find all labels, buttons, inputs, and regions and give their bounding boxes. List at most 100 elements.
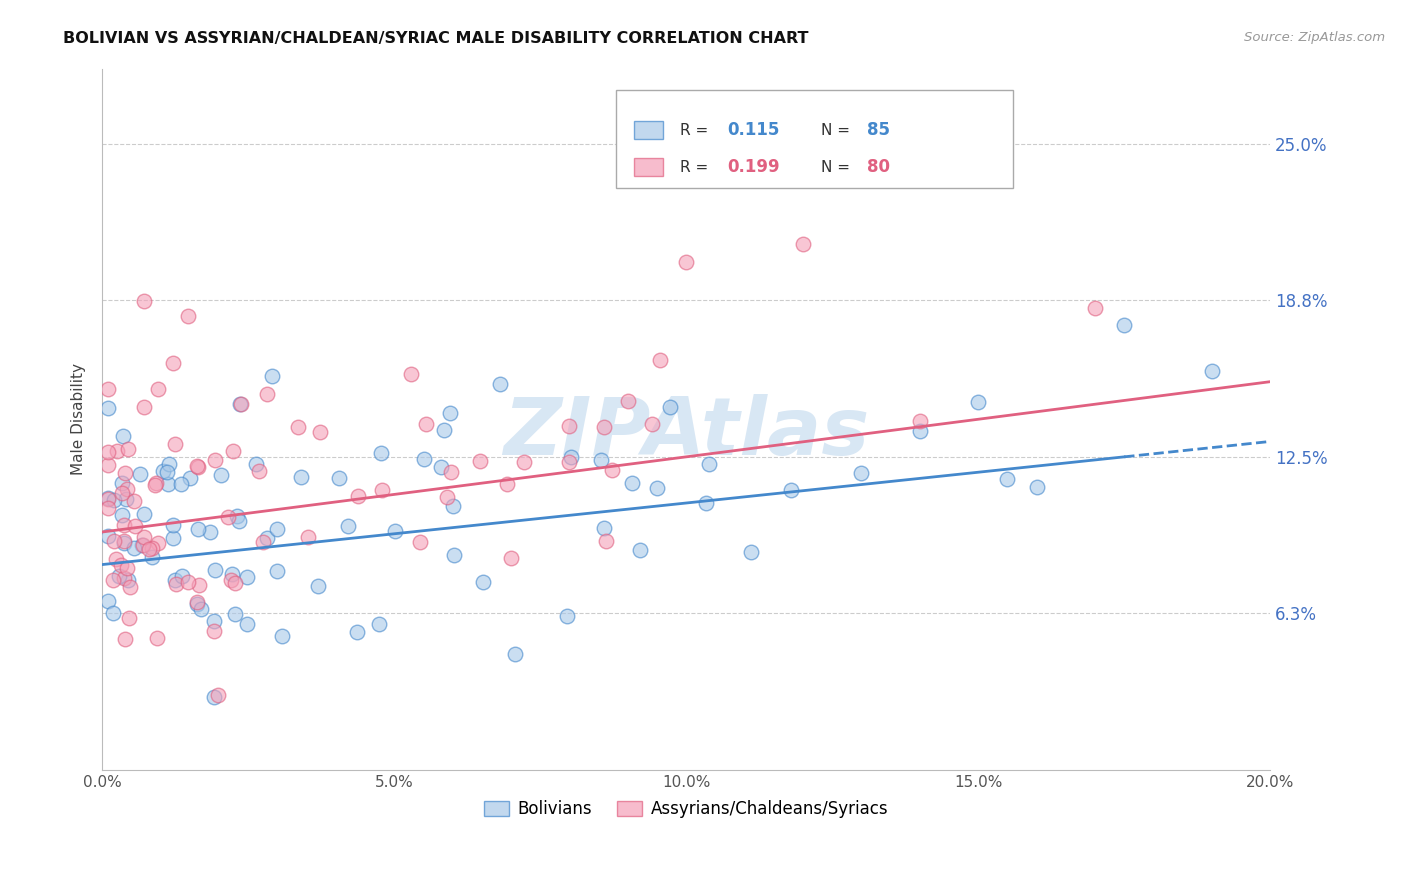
Point xyxy=(105,552,128,566)
Point xyxy=(179,471,201,485)
Point xyxy=(103,534,125,549)
Point xyxy=(328,471,350,485)
Point xyxy=(226,509,249,524)
Text: ZIPAtlas: ZIPAtlas xyxy=(503,394,869,472)
Point xyxy=(270,629,292,643)
Point xyxy=(287,420,309,434)
Point xyxy=(628,543,651,558)
Point xyxy=(593,420,616,434)
Point xyxy=(157,476,180,491)
Point xyxy=(110,558,132,573)
Point xyxy=(472,575,495,590)
Text: 80: 80 xyxy=(868,159,890,177)
Point xyxy=(97,458,120,472)
Point xyxy=(224,576,246,591)
Point xyxy=(108,568,131,582)
Point xyxy=(204,563,226,577)
Point xyxy=(591,453,613,467)
Point xyxy=(132,538,155,552)
Point xyxy=(202,614,225,628)
Point xyxy=(260,368,283,383)
Legend: Bolivians, Assyrians/Chaldeans/Syriacs: Bolivians, Assyrians/Chaldeans/Syriacs xyxy=(478,794,894,825)
Point xyxy=(443,548,465,562)
Point xyxy=(266,564,288,578)
Point xyxy=(600,463,623,477)
Point xyxy=(415,417,437,431)
Point xyxy=(513,455,536,469)
Point xyxy=(138,542,160,557)
Point xyxy=(851,466,873,480)
Point xyxy=(114,632,136,646)
Point xyxy=(124,518,146,533)
Point xyxy=(110,508,132,522)
Point xyxy=(200,524,222,539)
Point xyxy=(187,459,209,474)
Point xyxy=(111,429,134,443)
Point xyxy=(256,531,278,545)
FancyBboxPatch shape xyxy=(634,158,662,176)
Text: 0.115: 0.115 xyxy=(727,121,779,139)
Point xyxy=(621,475,644,490)
Point xyxy=(617,394,640,409)
Point xyxy=(1114,318,1136,333)
Point xyxy=(118,580,141,594)
Point xyxy=(97,501,120,516)
Point xyxy=(141,549,163,564)
Point xyxy=(122,541,145,555)
Point xyxy=(141,541,163,555)
Point xyxy=(252,535,274,549)
Point xyxy=(209,467,232,482)
Point xyxy=(595,534,617,549)
Point xyxy=(103,573,125,587)
Point xyxy=(256,387,278,401)
Text: 0.199: 0.199 xyxy=(727,159,780,177)
Point xyxy=(162,518,184,533)
Point xyxy=(297,530,319,544)
Point xyxy=(145,476,167,491)
Point xyxy=(221,574,243,588)
Y-axis label: Male Disability: Male Disability xyxy=(72,363,86,475)
Point xyxy=(557,455,579,469)
Text: R =: R = xyxy=(681,160,713,175)
Point xyxy=(145,631,167,645)
Point xyxy=(170,476,193,491)
Point xyxy=(143,478,166,492)
Point xyxy=(187,578,209,592)
Point xyxy=(496,476,519,491)
Point xyxy=(217,510,239,524)
Point xyxy=(131,538,153,552)
Point xyxy=(236,569,259,583)
Point xyxy=(489,376,512,391)
Point xyxy=(177,310,200,324)
Point xyxy=(132,507,155,521)
Point xyxy=(128,467,150,482)
Point xyxy=(117,482,139,496)
Point xyxy=(115,492,138,507)
Point xyxy=(908,414,931,428)
Point xyxy=(134,293,156,308)
Point xyxy=(222,443,245,458)
Point xyxy=(247,464,270,478)
Point xyxy=(436,490,458,504)
Point xyxy=(346,489,368,503)
Point xyxy=(190,601,212,615)
Point xyxy=(346,625,368,640)
Text: N =: N = xyxy=(821,160,855,175)
Point xyxy=(967,394,990,409)
Point xyxy=(186,458,208,473)
Point xyxy=(112,534,135,549)
Point xyxy=(740,545,762,559)
Point xyxy=(468,454,491,468)
Point xyxy=(699,457,721,471)
Point xyxy=(156,466,179,480)
Point xyxy=(117,442,139,457)
Point xyxy=(221,567,243,582)
Point xyxy=(441,499,464,513)
Point xyxy=(308,579,330,593)
Point xyxy=(186,595,208,609)
Point xyxy=(908,424,931,438)
Point xyxy=(146,536,169,550)
Point xyxy=(163,437,186,451)
Point xyxy=(97,401,120,416)
Point xyxy=(370,446,392,460)
